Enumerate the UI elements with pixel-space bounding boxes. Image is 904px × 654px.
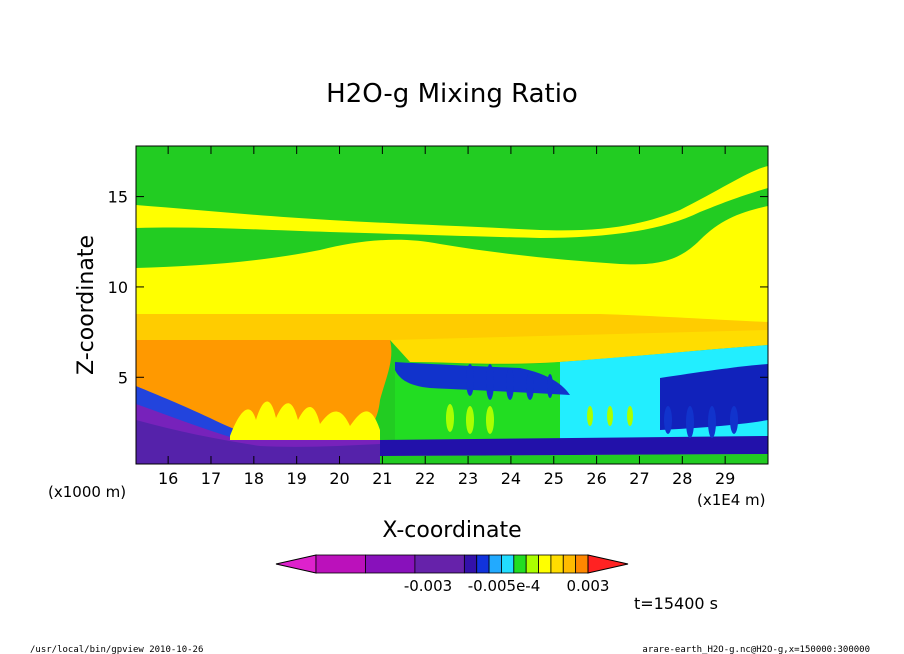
y-axis-label: Z-coordinate: [74, 235, 99, 375]
colorbar-segment: [538, 554, 552, 574]
x-tick-label: 18: [244, 469, 264, 488]
colorbar-segment: [365, 554, 416, 574]
colorbar-segment: [525, 554, 539, 574]
blue-lens-group: [466, 364, 738, 438]
colorbar-arrow-max: [587, 554, 629, 574]
colorbar-segment: [501, 554, 515, 574]
y-tick-label: 10: [108, 278, 128, 297]
colorbar: [275, 554, 629, 574]
x-tick-label: 20: [329, 469, 349, 488]
footer-right: arare-earth_H2O-g.nc@H2O-g,x=150000:3000…: [642, 645, 870, 654]
x-unit-note: (x1E4 m): [697, 491, 766, 509]
x-tick-label: 26: [586, 469, 606, 488]
y-unit-note: (x1000 m): [48, 483, 126, 501]
field-yellow-upper: [136, 166, 768, 238]
colorbar-label-max: 0.003: [567, 577, 610, 595]
field-orange-main: [136, 340, 392, 436]
colorbar-segment: [575, 554, 589, 574]
x-tick-label: 29: [715, 469, 735, 488]
field-bottom-band: [380, 436, 768, 456]
colorbar-segment: [513, 554, 527, 574]
colorbar-segment: [414, 554, 465, 574]
y-tick-labels: 5 10 15: [108, 188, 768, 387]
colorbar-arrow-min: [275, 554, 317, 574]
x-tick-label: 28: [672, 469, 692, 488]
x-tick-label: 23: [458, 469, 478, 488]
field-magenta-deep: [136, 420, 380, 464]
footer-left: /usr/local/bin/gpview 2010-10-26: [30, 645, 203, 654]
colorbar-segment: [550, 554, 564, 574]
time-label: t=15400 s: [634, 594, 718, 613]
field-bottom-green: [380, 454, 768, 464]
plot-area: [135, 145, 769, 465]
colorbar-segment: [315, 554, 366, 574]
x-tick-label: 25: [544, 469, 564, 488]
x-tick-label: 27: [629, 469, 649, 488]
colorbar-segment: [463, 554, 478, 574]
chart-title: H2O-g Mixing Ratio: [326, 79, 578, 109]
colorbar-segment: [562, 554, 577, 574]
field-orange-band-right: [390, 330, 768, 364]
y-tick-label: 15: [108, 188, 128, 207]
field-yellow-middle: [136, 206, 768, 330]
x-tick-label: 22: [415, 469, 435, 488]
y-tick-label: 5: [118, 368, 128, 387]
x-tick-labels: 16 17 18 19 20 21 22 23 24 25 26 27 28 29: [158, 146, 735, 488]
colorbar-label-min: -0.003: [404, 577, 452, 595]
x-tick-label: 19: [286, 469, 306, 488]
plot-frame: [135, 145, 769, 465]
x-tick-label: 24: [501, 469, 521, 488]
x-tick-label: 17: [201, 469, 221, 488]
green-lens-group: [446, 404, 633, 434]
x-axis-label: X-coordinate: [382, 518, 521, 543]
colorbar-segment: [488, 554, 502, 574]
field-orange-light: [136, 314, 768, 340]
colorbar-label-mid: -0.005e-4: [468, 577, 541, 595]
colorbar-segment: [476, 554, 490, 574]
field-yellow-fringe: [230, 401, 380, 440]
x-tick-label: 16: [158, 469, 178, 488]
x-tick-label: 21: [372, 469, 392, 488]
